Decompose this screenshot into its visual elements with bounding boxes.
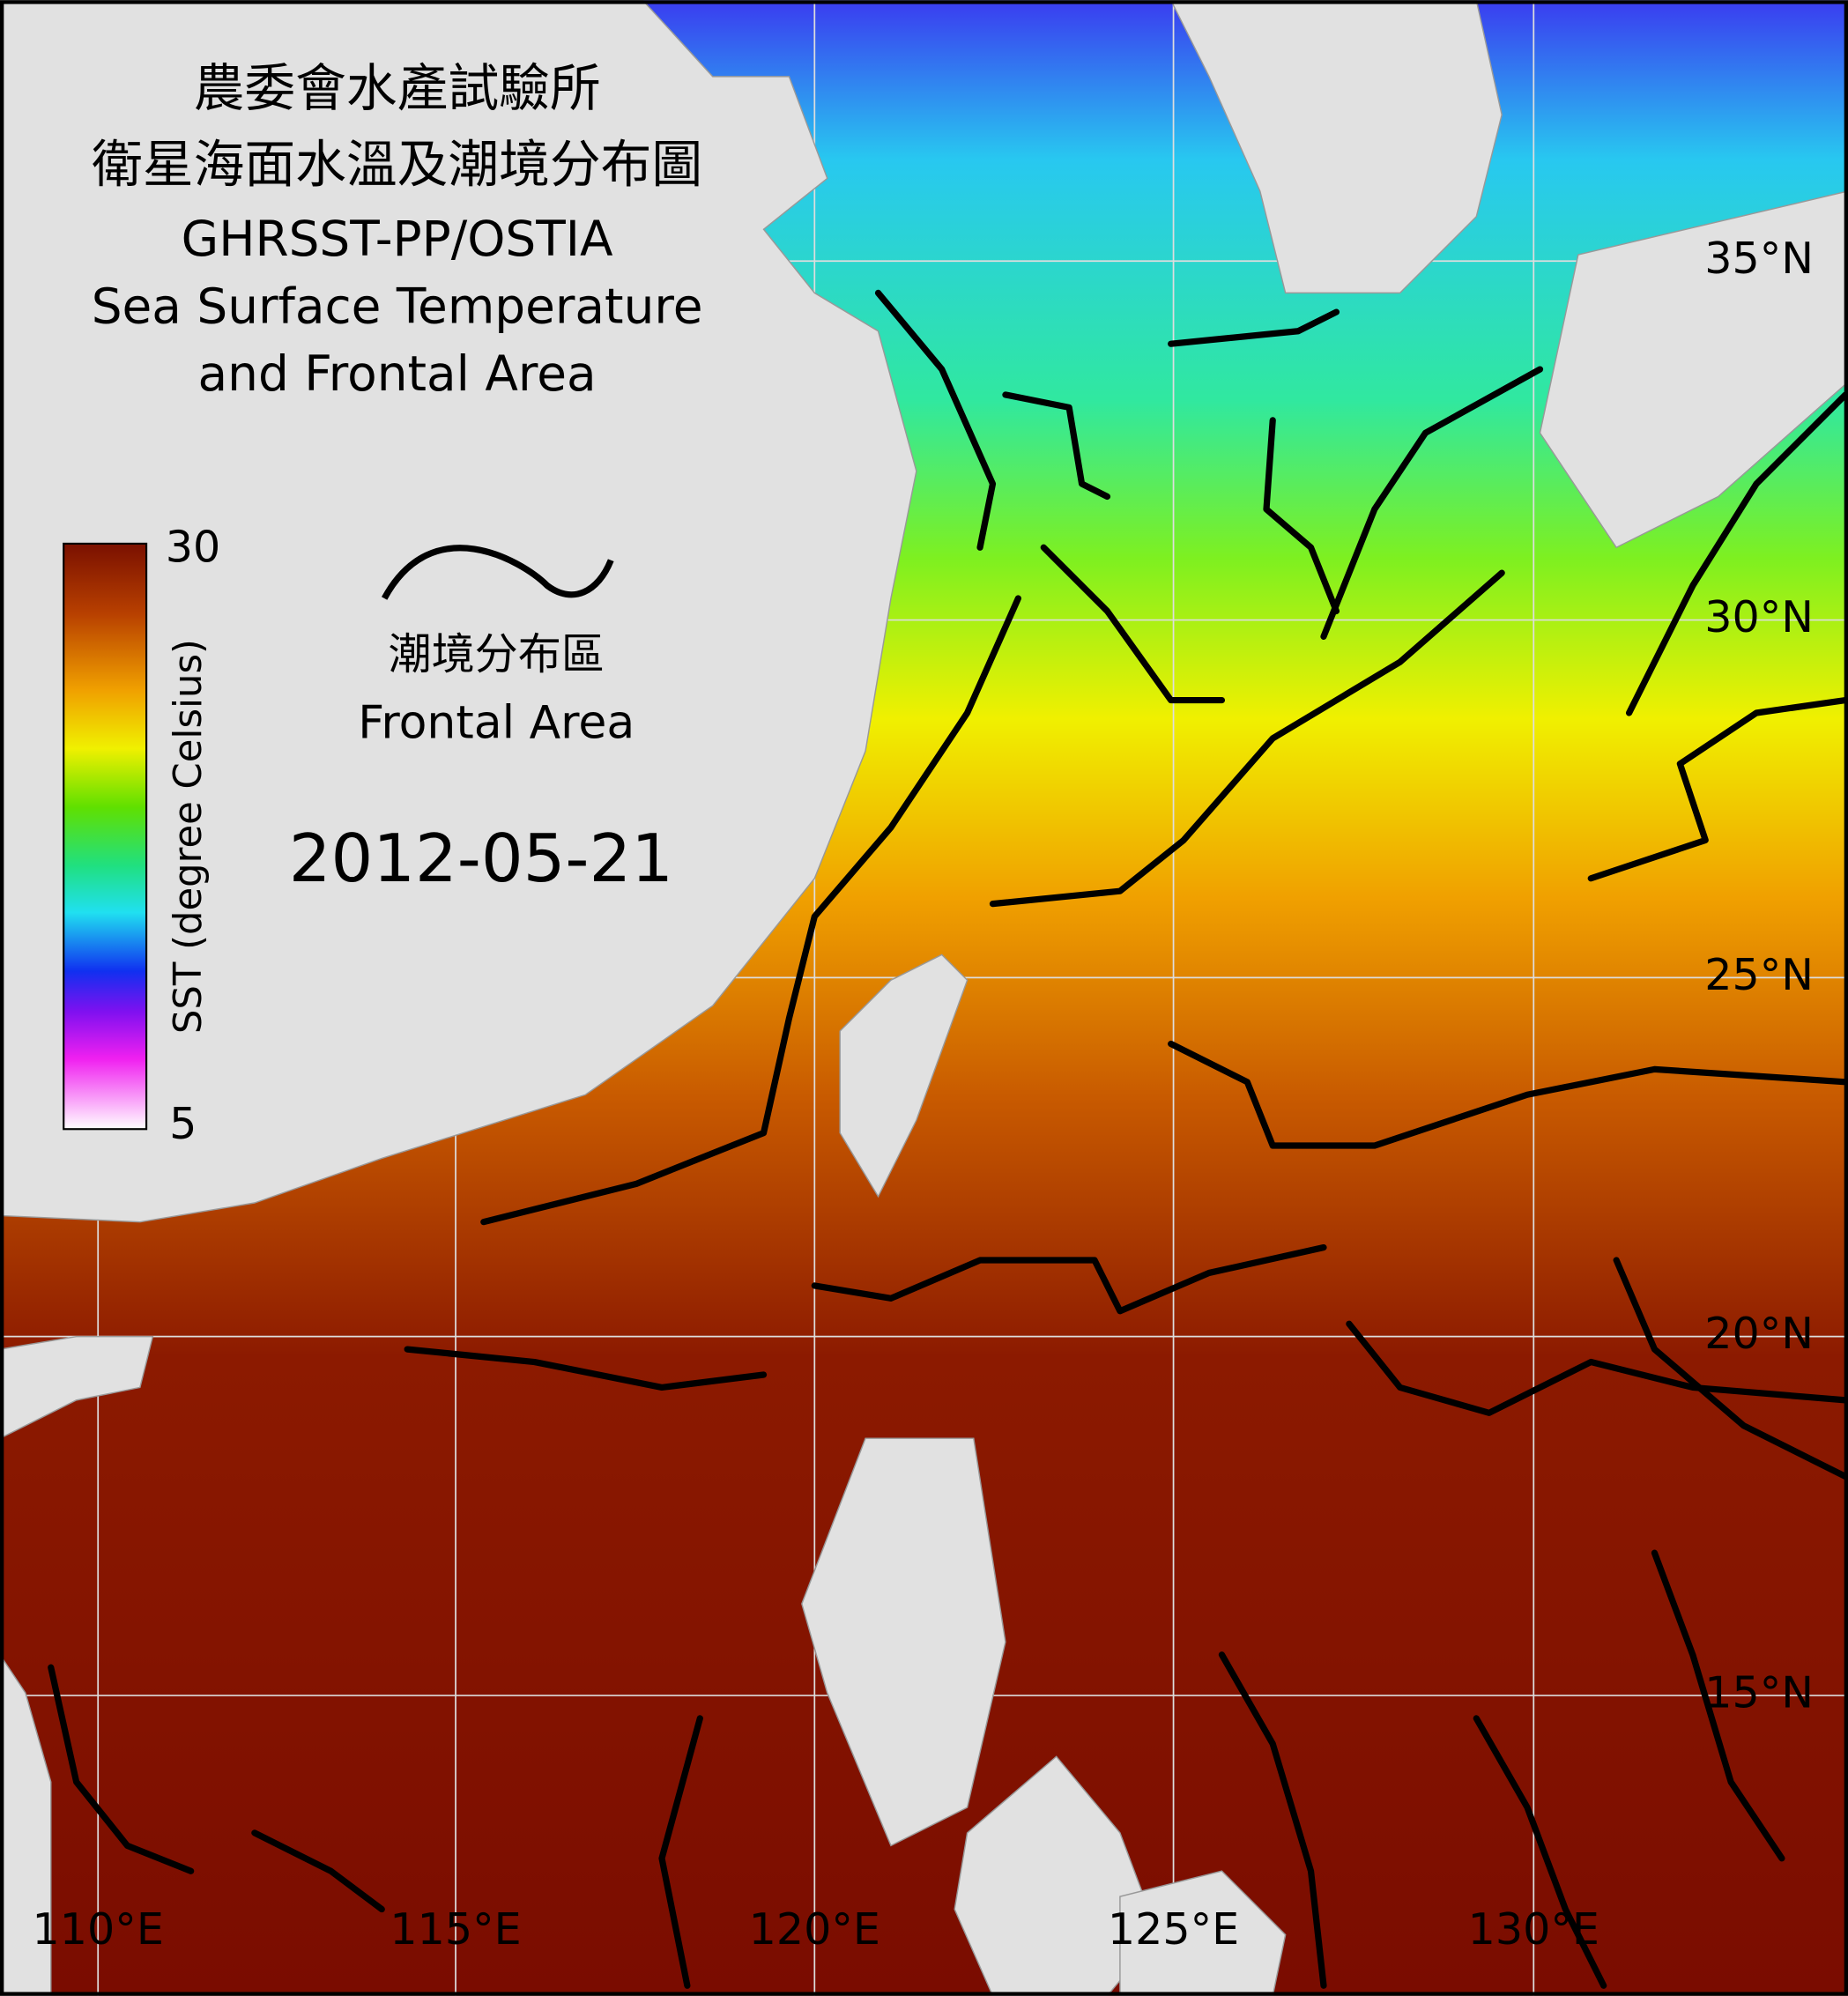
front-line: [48, 1664, 195, 1874]
lon-label: 115°E: [390, 1903, 521, 1955]
title-line: and Frontal Area: [198, 345, 597, 402]
lat-label: 25°N: [1704, 949, 1814, 1000]
lon-label: 110°E: [33, 1903, 164, 1955]
land-japan: [1539, 190, 1848, 549]
frontal-legend-symbol: [381, 545, 614, 600]
land-mindanao: [1119, 1870, 1287, 1996]
front-line: [1625, 391, 1848, 716]
front-line: [1263, 417, 1340, 615]
lat-label: 30°N: [1704, 591, 1814, 642]
land-luzon: [801, 1437, 1006, 1847]
front-line: [1346, 1320, 1848, 1416]
front-line: [811, 1243, 1327, 1315]
lat-label: 20°N: [1704, 1308, 1814, 1359]
front-line: [1587, 696, 1848, 882]
frontal-legend-en: Frontal Area: [358, 696, 635, 749]
front-line: [251, 1829, 385, 1913]
front-line: [989, 569, 1505, 908]
colorbar-min: 5: [169, 1098, 197, 1149]
axis-labels: 35°N 30°N 25°N 20°N 15°N 110°E 115°E 120°E 125°E…: [33, 233, 1814, 1955]
title-line: Sea Surface Temperature: [92, 278, 703, 334]
front-line: [874, 289, 997, 551]
title-line: GHRSST-PP/OSTIA: [182, 211, 613, 267]
lon-label: 120°E: [749, 1903, 880, 1955]
front-line: [480, 595, 1021, 1226]
land-korea: [1169, 0, 1503, 294]
lon-label: 125°E: [1108, 1903, 1239, 1955]
front-line: [1320, 366, 1544, 640]
fronts: [48, 289, 1848, 1989]
frontal-legend-zh: 潮境分布區: [389, 628, 605, 679]
front-line: [1473, 1715, 1607, 1989]
front-line: [658, 1715, 703, 1989]
colorbar: [63, 542, 148, 1131]
front-line: [1168, 308, 1340, 347]
date: 2012-05-21: [289, 820, 673, 897]
lat-label: 15°N: [1704, 1666, 1814, 1718]
land-vietnam: [0, 1653, 52, 1996]
front-line: [1613, 1257, 1848, 1480]
land-china: [0, 0, 917, 1223]
front-line: [1218, 1651, 1327, 1989]
colorbar-max: 30: [166, 522, 220, 573]
title-line: 衛星海面水溫及潮境分布圖: [92, 134, 702, 194]
lon-label: 130°E: [1468, 1903, 1599, 1955]
front-line: [1168, 1040, 1848, 1149]
lat-label: 35°N: [1704, 233, 1814, 284]
colorbar-label: SST (degree Celsius): [167, 639, 211, 1034]
front-line: [1002, 391, 1111, 501]
title-line: 農委會水產試驗所: [194, 58, 601, 118]
land-taiwan: [839, 953, 969, 1198]
land-hainan: [0, 1335, 154, 1440]
front-line: [1651, 1549, 1785, 1862]
front-line: [1040, 544, 1226, 704]
front-line: [404, 1346, 768, 1391]
